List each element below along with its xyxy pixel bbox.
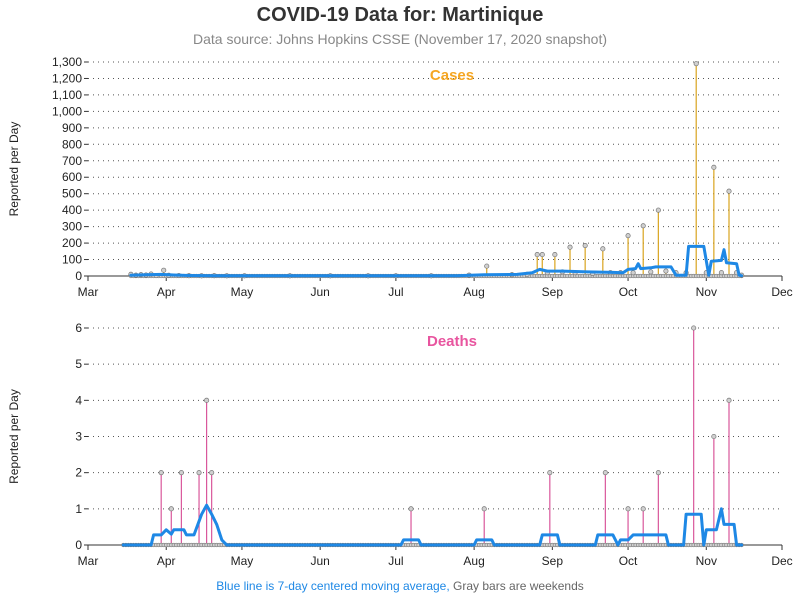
cases-xtick-label: May — [231, 285, 254, 299]
cases-ytick-label: 900 — [62, 121, 82, 135]
cases-daily-point — [552, 252, 558, 258]
footnote-moving-average: Blue line is 7-day centered moving avera… — [216, 579, 450, 593]
cases-ytick-label: 0 — [75, 269, 82, 283]
footnote-weekends: Gray bars are weekends — [453, 579, 584, 593]
deaths-xtick-label: Dec — [771, 554, 792, 568]
deaths-moving-average-line — [121, 503, 744, 547]
deaths-daily-point — [408, 506, 414, 512]
deaths-ytick-label: 4 — [75, 393, 82, 407]
cases-ytick-label: 800 — [62, 137, 82, 151]
deaths-daily-point — [711, 433, 717, 440]
cases-daily-point — [663, 268, 669, 274]
cases-xtick-label: Nov — [696, 285, 717, 299]
cases-ylabel: Reported per Day — [7, 122, 21, 217]
deaths-daily-point — [178, 470, 184, 476]
cases-daily-point — [630, 270, 636, 276]
cases-daily-point — [711, 164, 717, 170]
cases-daily-point — [582, 242, 588, 249]
cases-xtick-label: Jul — [388, 285, 403, 299]
cases-daily-point — [625, 233, 631, 239]
deaths-xtick-label: Mar — [78, 554, 99, 568]
cases-daily-point — [718, 270, 724, 276]
cases-daily-point — [567, 244, 573, 250]
cases-ytick-label: 200 — [62, 236, 82, 250]
cases-daily-point — [539, 252, 545, 258]
deaths-xtick-label: May — [231, 554, 254, 568]
deaths-xtick-label: Oct — [619, 554, 638, 568]
cases-daily-point — [693, 61, 699, 67]
cases-daily-point — [648, 269, 654, 275]
cases-daily-point — [484, 263, 490, 269]
deaths-ytick-label: 6 — [75, 321, 82, 335]
cases-ytick-label: 1,100 — [52, 88, 82, 102]
cases-daily-point — [726, 188, 732, 194]
deaths-ytick-label: 0 — [75, 538, 82, 552]
deaths-daily-point — [691, 325, 697, 331]
cases-daily-point — [161, 267, 167, 273]
cases-panel-title: Cases — [430, 67, 474, 84]
cases-xtick-label: Aug — [463, 285, 484, 299]
deaths-daily-point — [196, 470, 202, 476]
deaths-daily-point — [640, 506, 646, 512]
deaths-daily-point — [602, 470, 608, 476]
cases-xtick-label: Sep — [542, 285, 564, 299]
deaths-ylabel: Reported per Day — [7, 389, 21, 484]
cases-ytick-label: 400 — [62, 203, 82, 217]
cases-daily-point — [640, 223, 646, 229]
deaths-ytick-label: 5 — [75, 357, 82, 371]
cases-ytick-label: 1,200 — [52, 71, 82, 85]
deaths-xtick-label: Apr — [157, 554, 176, 568]
cases-xtick-label: Mar — [78, 285, 99, 299]
cases-ytick-label: 300 — [62, 220, 82, 234]
deaths-ytick-label: 3 — [75, 430, 82, 444]
deaths-daily-point — [481, 506, 487, 512]
deaths-daily-point — [158, 470, 164, 476]
deaths-daily-point — [204, 397, 210, 403]
chart-subtitle: Data source: Johns Hopkins CSSE (Novembe… — [193, 31, 607, 47]
chart-title: COVID-19 Data for: Martinique — [256, 4, 544, 26]
deaths-panel-title: Deaths — [427, 333, 477, 350]
deaths-daily-point — [655, 470, 661, 476]
cases-xtick-label: Apr — [157, 285, 176, 299]
deaths-xtick-label: Nov — [696, 554, 717, 568]
deaths-xtick-label: Sep — [542, 554, 564, 568]
cases-xtick-label: Oct — [619, 285, 638, 299]
deaths-ytick-label: 1 — [75, 502, 82, 516]
cases-ytick-label: 700 — [62, 154, 82, 168]
cases-ytick-label: 1,300 — [52, 55, 82, 69]
cases-xtick-label: Dec — [771, 285, 792, 299]
cases-moving-average-line — [129, 244, 744, 278]
cases-ytick-label: 500 — [62, 187, 82, 201]
cases-ytick-label: 1,000 — [52, 104, 82, 118]
chart-footnote: Blue line is 7-day centered moving avera… — [0, 579, 800, 593]
cases-xtick-label: Jun — [310, 285, 329, 299]
cases-ytick-label: 100 — [62, 253, 82, 267]
deaths-daily-point — [547, 470, 553, 476]
deaths-daily-point — [209, 470, 215, 476]
cases-daily-point — [655, 207, 661, 213]
cases-daily-point — [534, 252, 540, 258]
deaths-daily-point — [168, 506, 174, 512]
deaths-xtick-label: Aug — [463, 554, 484, 568]
deaths-daily-point — [726, 397, 732, 403]
deaths-ytick-label: 2 — [75, 466, 82, 480]
cases-daily-point — [600, 246, 606, 252]
deaths-xtick-label: Jun — [310, 554, 329, 568]
deaths-daily-point — [625, 506, 631, 512]
deaths-xtick-label: Jul — [388, 554, 403, 568]
cases-ytick-label: 600 — [62, 170, 82, 184]
